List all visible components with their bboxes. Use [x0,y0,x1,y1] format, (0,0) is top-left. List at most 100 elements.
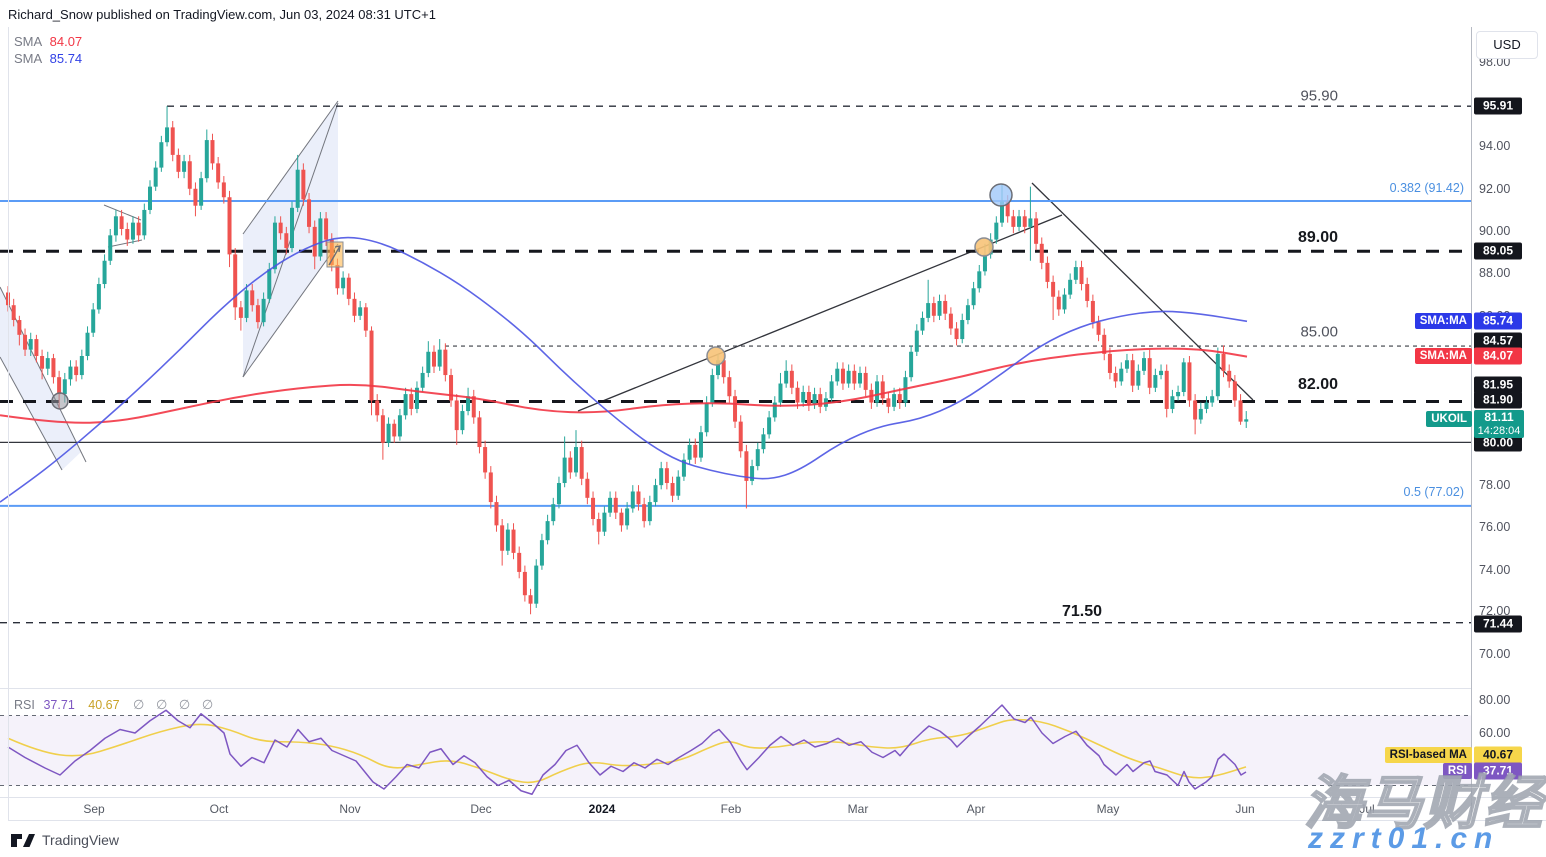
legend-sma-value: 84.07 [49,34,83,49]
rsi-line[interactable] [7,704,1247,795]
candle-body [363,307,368,331]
candle-body [1028,218,1033,227]
candle-body [130,222,135,240]
level-price-label: 82.00 [1297,376,1338,393]
candle-body [1238,400,1243,422]
candle-body [926,303,931,318]
candle-body [1000,201,1004,223]
footer-brand-text: TradingView [42,832,120,848]
candle-body [710,375,715,403]
annotation-circle-marker[interactable] [51,392,69,410]
candle-body [443,349,448,376]
candle-body [608,497,613,513]
candle-body [34,339,39,357]
candle-body [392,423,397,437]
time-axis-label: 2024 [588,802,616,816]
candle-body [596,519,601,532]
rsi-visibility-icons[interactable]: ∅ ∅ ∅ ∅ [133,697,218,712]
time-axis-label: Oct [209,802,229,816]
candle-body [522,571,527,596]
price-axis-label: 88.00 [1479,266,1511,280]
candle-body [165,127,170,143]
annotation-circle-marker[interactable] [706,346,726,366]
candle-body [863,372,868,390]
candle-body [636,491,641,505]
candle-body [204,140,209,179]
candle-body [79,356,84,376]
candle-body [579,447,584,479]
candle-body [1136,370,1141,386]
candle-body [1034,218,1039,244]
candle-body [727,377,732,397]
candle-body [324,218,329,240]
candle-body [1062,294,1067,310]
candle-body [250,290,255,306]
candle-body [102,260,107,285]
legend-sma-red[interactable]: SMA 84.07 [14,34,82,50]
sma-red-line[interactable] [0,347,1248,424]
candle-body [221,182,226,198]
time-axis-label: Feb [720,802,742,816]
currency-button[interactable]: USD [1476,31,1538,59]
trendline[interactable] [242,243,339,378]
rsi-ma-value: 40.67 [88,698,120,712]
candle-body [585,478,590,498]
candle-body [176,154,181,172]
indicator-legend[interactable]: SMA 84.07 SMA 85.74 [14,34,82,68]
candle-body [233,254,238,308]
candle-body [267,269,272,299]
candle-body [676,476,681,496]
candle-body [244,290,249,318]
candle-body [840,368,845,384]
footer-brand[interactable]: TradingView [10,831,119,849]
candle-body [148,186,152,210]
candle-body [386,423,391,443]
candle-body [1164,370,1169,409]
candle-body [182,161,187,172]
candle-body [1176,391,1181,397]
annotation-circle-marker[interactable] [989,183,1013,207]
candle-body [74,366,79,376]
candle-body [687,444,692,460]
trendline[interactable] [103,204,142,221]
candle-body [738,421,743,452]
candle-body [341,277,346,289]
trendline[interactable] [107,239,143,248]
candle-body [619,512,624,526]
candle-body [500,525,505,551]
candle-body [818,394,823,407]
candle-body [295,169,300,208]
candle-body [1107,353,1112,373]
rsi-legend-label: RSI [14,698,35,712]
legend-sma-blue[interactable]: SMA 85.74 [14,51,82,67]
candle-body [698,432,703,458]
candle-body [380,415,385,443]
price-axis-tag: 71.44 [1474,615,1522,633]
price-axis-label: 90.00 [1479,224,1511,238]
candle-body [1232,381,1237,401]
time-axis-label: Jun [1235,802,1255,816]
rsi-legend[interactable]: RSI 37.71 40.67 ∅ ∅ ∅ ∅ [14,697,218,713]
candle-body [744,451,749,481]
candle-body [403,394,408,416]
candle-body [534,565,539,604]
sma-blue-line[interactable] [0,236,1248,503]
arrow-icon [328,245,341,266]
rsi-value-tag: 37.71 [1474,762,1522,780]
candle-body [318,218,323,257]
time-axis-label: Nov [339,802,361,816]
annotation-circle-marker[interactable] [974,237,994,257]
time-axis[interactable]: Sep Oct Nov Dec 2024 Feb Mar Apr May Jun Jul [0,798,1546,820]
candle-body [227,197,232,255]
candle-body [670,483,675,496]
candle-body [108,235,113,261]
price-axis-label: 74.00 [1479,563,1511,577]
trendline[interactable] [242,100,339,235]
candle-body [238,307,243,318]
candle-body [829,381,834,399]
candle-body [28,339,33,350]
candle-body [471,396,476,418]
candle-body [755,449,760,467]
trendline[interactable] [0,356,63,471]
